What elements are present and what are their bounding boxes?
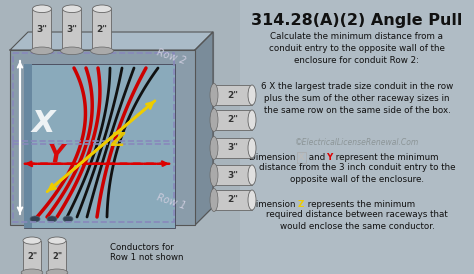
Ellipse shape: [248, 85, 256, 105]
Ellipse shape: [210, 136, 218, 159]
Ellipse shape: [91, 47, 113, 55]
Ellipse shape: [48, 237, 66, 244]
Ellipse shape: [210, 164, 218, 187]
Text: Row 2: Row 2: [155, 47, 187, 66]
Bar: [28, 32, 213, 207]
Bar: [48, 241, 66, 273]
Bar: [63, 9, 82, 51]
Text: Z: Z: [111, 132, 125, 150]
Text: Dimension: Dimension: [249, 200, 298, 209]
Bar: [10, 50, 195, 225]
Text: 3": 3": [228, 170, 238, 179]
Text: 2": 2": [228, 116, 238, 124]
Bar: [214, 165, 252, 185]
Text: represent the minimum: represent the minimum: [333, 153, 438, 162]
Bar: [24, 64, 175, 228]
Text: 2": 2": [228, 196, 238, 204]
Text: 2": 2": [97, 25, 108, 34]
Ellipse shape: [92, 5, 111, 13]
Polygon shape: [10, 32, 213, 50]
Bar: [214, 190, 252, 210]
Text: distance from the 3 inch conduit entry to the
opposite wall of the enclosure.: distance from the 3 inch conduit entry t…: [259, 163, 455, 184]
Ellipse shape: [63, 5, 82, 13]
Bar: [240, 0, 474, 274]
Ellipse shape: [210, 84, 218, 107]
Ellipse shape: [248, 138, 256, 158]
Polygon shape: [195, 32, 213, 225]
Ellipse shape: [33, 5, 52, 13]
Ellipse shape: [21, 269, 43, 274]
Bar: [214, 138, 252, 158]
Text: represents the minimum: represents the minimum: [305, 200, 415, 209]
Text: X: X: [32, 109, 55, 138]
Bar: [92, 9, 111, 51]
Text: Y: Y: [326, 153, 332, 162]
Text: 3": 3": [36, 25, 47, 34]
Bar: [24, 64, 32, 228]
Text: Y: Y: [48, 143, 65, 167]
Text: 6 X the largest trade size conduit in the row
plus the sum of the other raceway : 6 X the largest trade size conduit in th…: [261, 82, 453, 115]
Ellipse shape: [248, 110, 256, 130]
Ellipse shape: [63, 216, 73, 222]
Bar: [13, 141, 174, 221]
Text: 314.28(A)(2) Angle Pull: 314.28(A)(2) Angle Pull: [251, 13, 463, 28]
Bar: [13, 53, 174, 144]
Ellipse shape: [47, 216, 57, 222]
Text: 2": 2": [27, 252, 37, 261]
Bar: [23, 241, 41, 273]
Bar: [214, 110, 252, 130]
Ellipse shape: [210, 109, 218, 132]
Bar: [33, 9, 52, 51]
Text: Calculate the minimum distance from a
conduit entry to the opposite wall of the
: Calculate the minimum distance from a co…: [269, 32, 445, 65]
Text: Z: Z: [298, 200, 304, 209]
Text: Conductors for
Row 1 not shown: Conductors for Row 1 not shown: [110, 243, 183, 262]
Text: X: X: [298, 153, 305, 162]
Text: 2": 2": [52, 252, 62, 261]
Text: 3": 3": [228, 144, 238, 153]
Text: 3": 3": [66, 25, 78, 34]
Text: 2": 2": [228, 90, 238, 99]
Text: required distance between raceways that
would enclose the same conductor.: required distance between raceways that …: [266, 210, 448, 231]
Text: Row 1: Row 1: [155, 192, 187, 211]
Ellipse shape: [46, 269, 68, 274]
Ellipse shape: [31, 47, 54, 55]
Ellipse shape: [248, 190, 256, 210]
Text: Dimension: Dimension: [249, 153, 298, 162]
Ellipse shape: [248, 165, 256, 185]
Ellipse shape: [30, 216, 40, 222]
Ellipse shape: [210, 189, 218, 212]
Ellipse shape: [23, 237, 41, 244]
Text: ©ElectricalLicenseRenewal.Com: ©ElectricalLicenseRenewal.Com: [295, 138, 419, 147]
Ellipse shape: [61, 47, 83, 55]
Text: and: and: [306, 153, 328, 162]
Bar: [214, 85, 252, 105]
